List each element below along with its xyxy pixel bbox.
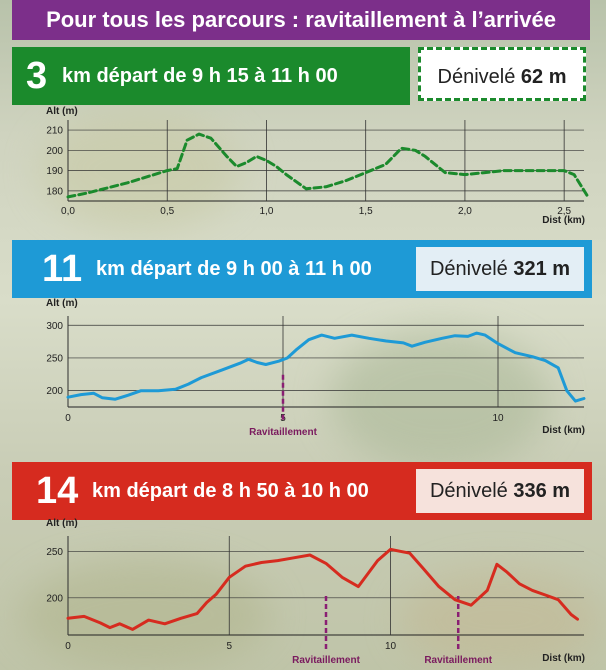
x-tick-label: 1,0	[260, 206, 274, 217]
elevation-profile-line	[66, 547, 579, 631]
y-tick-label: 180	[46, 186, 63, 197]
ravitaillement-label: Ravitaillement	[424, 655, 492, 666]
y-tick-label: 190	[46, 166, 63, 177]
course-unit: km	[62, 65, 91, 87]
denivele-box-3km: Dénivelé 62 m	[418, 47, 586, 101]
y-tick-label: 250	[46, 353, 63, 364]
course-distance: 3	[26, 55, 48, 97]
course-distance: 14	[36, 470, 79, 512]
x-tick-label: 10	[492, 413, 504, 424]
course-start-time: départ de 9 h 15 à 11 h 00	[96, 65, 338, 87]
elevation-profile-line	[66, 132, 590, 199]
course-start-time: départ de 9 h 00 à 11 h 00	[130, 258, 372, 280]
denivele-label: Dénivelé	[429, 258, 508, 280]
x-tick-label: 2,0	[458, 206, 472, 217]
x-tick-label: 0,5	[160, 206, 174, 217]
x-tick-label: 5	[226, 641, 232, 652]
course-unit: km	[96, 258, 125, 280]
x-tick-label: 1,5	[359, 206, 373, 217]
elevation-chart-11km: 2002503000510Alt (m)Dist (km)Ravitaillem…	[46, 298, 586, 438]
x-tick-label: 0	[65, 413, 71, 424]
x-tick-label: 0	[65, 641, 71, 652]
y-axis-label: Alt (m)	[46, 106, 78, 117]
x-tick-label: 2,5	[557, 206, 571, 217]
x-tick-label: 0,0	[61, 206, 75, 217]
y-tick-label: 250	[46, 547, 63, 558]
denivele-label: Dénivelé	[437, 66, 516, 88]
course-unit: km	[92, 480, 121, 502]
elevation-chart-14km: 200 250 0 5 10 Alt (m) Dist (km) Ravitaillement…	[46, 518, 585, 666]
elevation-profile-line	[66, 331, 586, 403]
y-axis-label: Alt (m)	[46, 298, 78, 309]
x-axis-label: Dist (km)	[542, 425, 585, 436]
y-tick-label: 200	[46, 593, 63, 604]
course-3km-band: 3 km départ de 9 h 15 à 11 h 00	[12, 47, 410, 105]
denivele-value: 62 m	[520, 66, 567, 88]
x-axis-label: Dist (km)	[542, 653, 585, 664]
y-axis-label: Alt (m)	[46, 518, 78, 529]
elevation-chart-3km: 180 190 200 210 0,0 0,5 1,0 1,5 2,0 2,5 Alt (m) Dis…	[46, 106, 590, 226]
x-tick-label: 10	[385, 641, 397, 652]
ravitaillement-label: Ravitaillement	[249, 427, 317, 438]
x-axis-label: Dist (km)	[542, 215, 585, 226]
denivele-label: Dénivelé	[429, 480, 508, 502]
y-tick-label: 210	[46, 126, 63, 137]
y-tick-label: 200	[46, 386, 63, 397]
denivele-box-11km: Dénivelé 321 m	[416, 247, 584, 291]
denivele-value: 321 m	[513, 258, 571, 280]
denivele-value: 336 m	[513, 480, 571, 502]
denivele-box-14km: Dénivelé 336 m	[416, 469, 584, 513]
course-distance: 11	[42, 248, 83, 290]
page-title: Pour tous les parcours : ravitaillement …	[12, 0, 590, 40]
course-start-time: départ de 8 h 50 à 10 h 00	[126, 480, 369, 502]
ravitaillement-label: Ravitaillement	[292, 655, 360, 666]
y-tick-label: 300	[46, 321, 63, 332]
y-tick-label: 200	[46, 146, 63, 157]
